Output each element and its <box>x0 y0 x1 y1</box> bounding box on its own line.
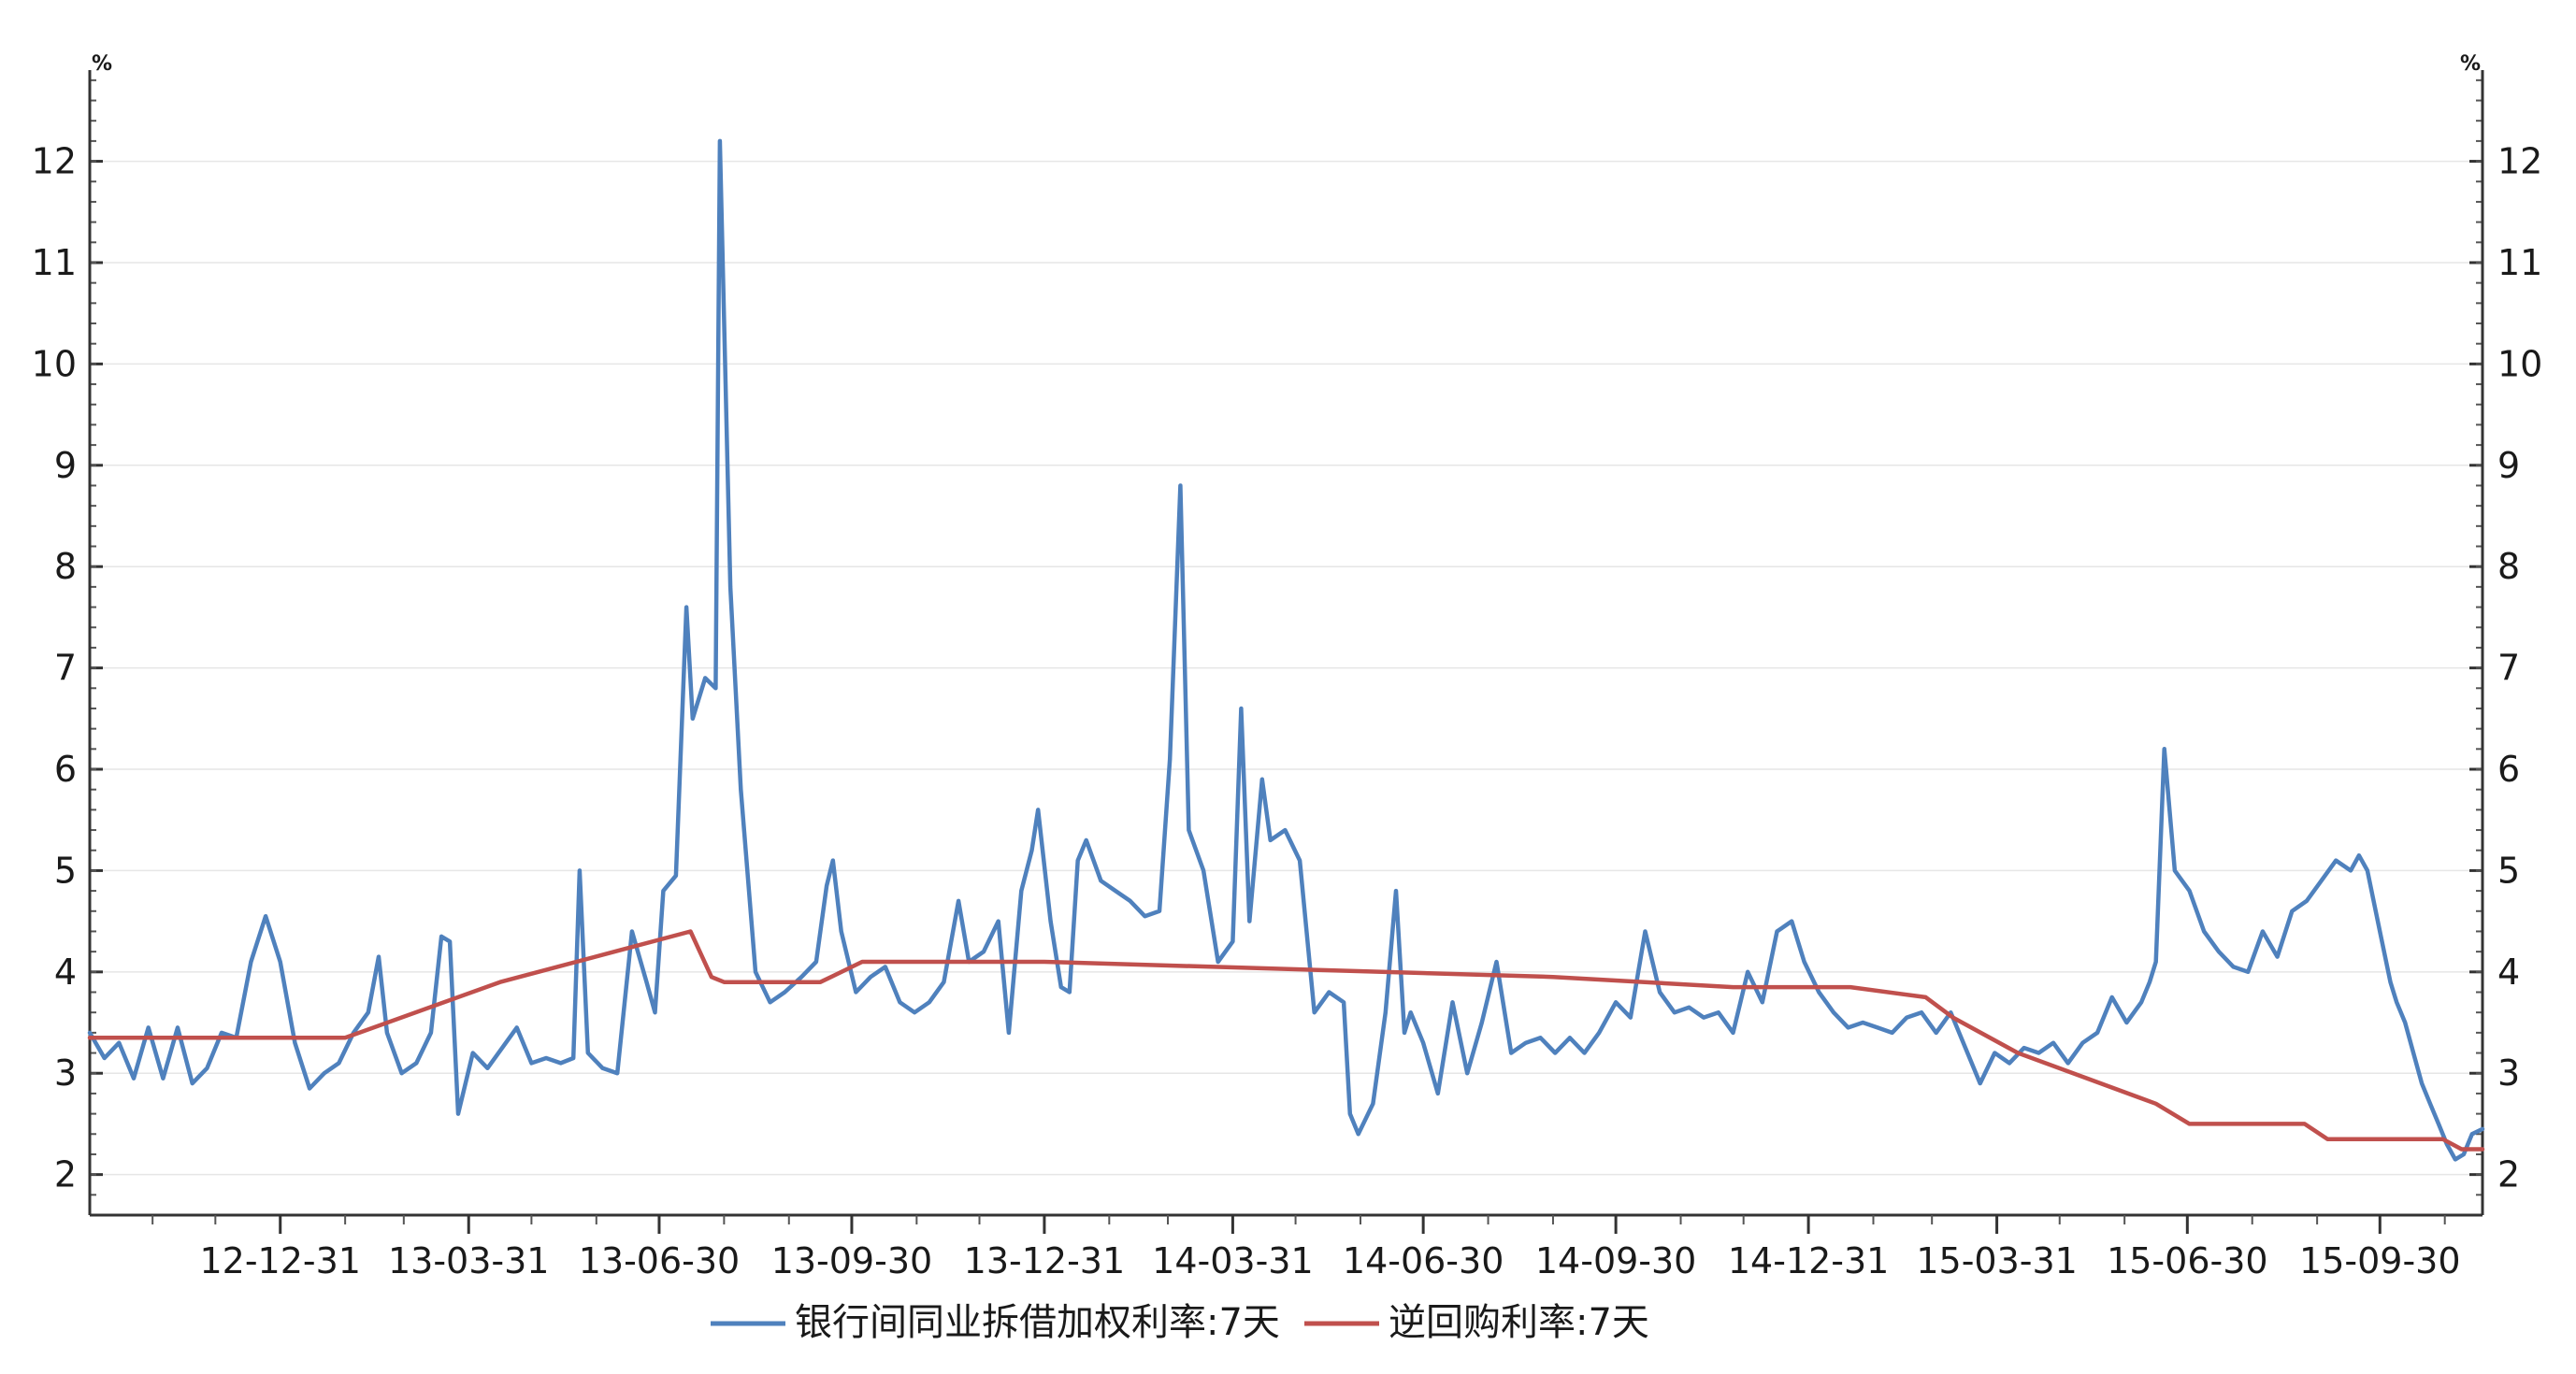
series-lines <box>87 138 2485 1162</box>
y-tick-label-right: 10 <box>2497 343 2542 384</box>
y-unit-label-right: % <box>2460 52 2481 76</box>
x-tick-label: 14-03-31 <box>1152 1240 1313 1281</box>
y-tick-label-left: 12 <box>32 141 77 182</box>
x-tick-label: 14-09-30 <box>1535 1240 1696 1281</box>
y-tick-label-left: 2 <box>54 1154 77 1195</box>
legend: 银行间同业拆借加权利率:7天 逆回购利率:7天 <box>711 1301 1649 1344</box>
y-tick-label-right: 8 <box>2497 546 2520 587</box>
x-tick-label: 15-06-30 <box>2107 1240 2267 1281</box>
y-tick-label-left: 5 <box>54 850 77 891</box>
y-tick-label-right: 7 <box>2497 648 2520 689</box>
x-tick-label: 13-03-31 <box>388 1240 549 1281</box>
y-tick-label-left: 3 <box>54 1052 77 1094</box>
y-tick-label-right: 6 <box>2497 749 2520 790</box>
x-tick-label: 14-12-31 <box>1728 1240 1889 1281</box>
x-tick-label: 12-12-31 <box>199 1240 360 1281</box>
series-line-1 <box>87 138 2485 1162</box>
y-tick-label-left: 4 <box>54 952 77 993</box>
y-tick-label-left: 7 <box>54 648 77 689</box>
x-tick-label: 14-06-30 <box>1343 1240 1504 1281</box>
y-unit-label-left: % <box>92 52 112 76</box>
axes: 2 2 3 3 4 4 5 5 6 6 7 7 8 8 9 9 10 10 11 11 12 12% % 12-12-31 13… <box>32 52 2543 1281</box>
y-tick-label-left: 9 <box>54 445 77 486</box>
y-tick-label-left: 8 <box>54 546 77 587</box>
legend-label-1: 银行间同业拆借加权利率:7天 <box>795 1301 1280 1344</box>
y-tick-label-right: 5 <box>2497 850 2520 891</box>
gridlines <box>90 160 2482 1176</box>
y-tick-label-right: 12 <box>2497 141 2542 182</box>
y-tick-label-right: 9 <box>2497 445 2520 486</box>
x-tick-label: 13-06-30 <box>579 1240 740 1281</box>
y-tick-label-left: 11 <box>32 242 77 283</box>
y-tick-label-left: 10 <box>32 343 77 384</box>
x-tick-label: 15-09-30 <box>2299 1240 2460 1281</box>
x-tick-label: 13-12-31 <box>964 1240 1125 1281</box>
y-tick-label-right: 4 <box>2497 952 2520 993</box>
x-tick-label: 15-03-31 <box>1916 1240 2077 1281</box>
y-tick-label-right: 2 <box>2497 1154 2520 1195</box>
x-tick-label: 13-09-30 <box>771 1240 932 1281</box>
y-tick-label-right: 3 <box>2497 1052 2520 1094</box>
legend-label-2: 逆回购利率:7天 <box>1389 1301 1649 1344</box>
y-tick-label-right: 11 <box>2497 242 2542 283</box>
y-tick-label-left: 6 <box>54 749 77 790</box>
series-line-2 <box>87 929 2485 1152</box>
